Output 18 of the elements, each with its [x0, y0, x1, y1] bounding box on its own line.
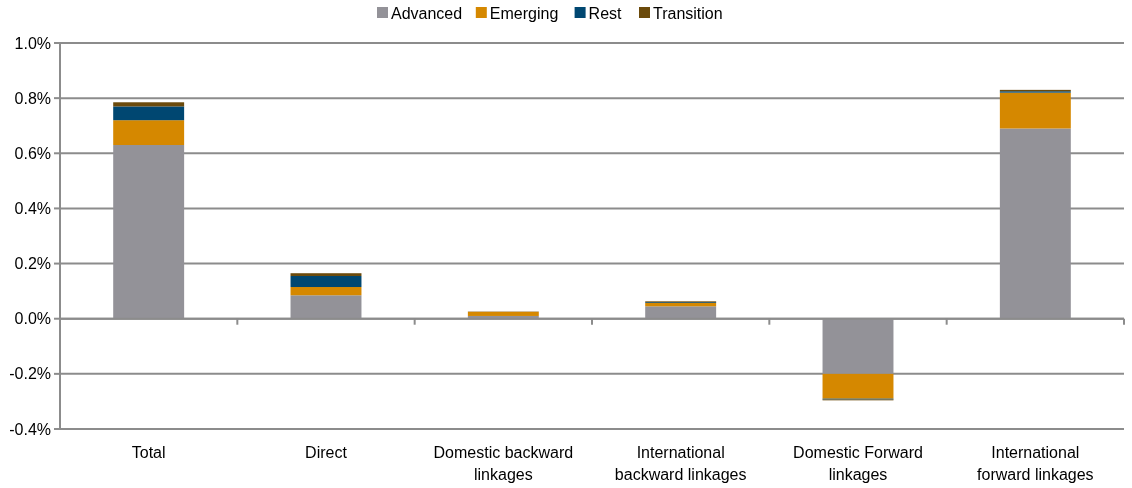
- y-tick-label: 1.0%: [14, 34, 51, 52]
- y-tick-label: 0.6%: [14, 144, 51, 162]
- y-tick-label: 0.2%: [14, 255, 51, 273]
- legend-label: Emerging: [489, 4, 559, 22]
- x-tick-label: Domestic backward linkages: [433, 444, 574, 483]
- x-tick-label: Direct: [305, 444, 348, 461]
- x-tick-label: Domestic Forward linkages: [793, 444, 923, 483]
- y-tick-label: 0.0%: [14, 310, 51, 328]
- legend-label: Transition: [653, 4, 723, 22]
- legend-label: Advanced: [391, 4, 463, 22]
- y-tick-label: -0.4%: [9, 420, 51, 438]
- y-tick-label: 0.8%: [14, 89, 51, 107]
- x-tick-label: Total: [131, 444, 166, 461]
- x-tick-label: International forward linkages: [977, 444, 1094, 483]
- y-tick-label: 0.4%: [14, 200, 51, 218]
- x-tick-label: International backward linkages: [614, 444, 747, 483]
- y-tick-label: -0.2%: [9, 365, 51, 383]
- legend-label: Rest: [588, 4, 623, 22]
